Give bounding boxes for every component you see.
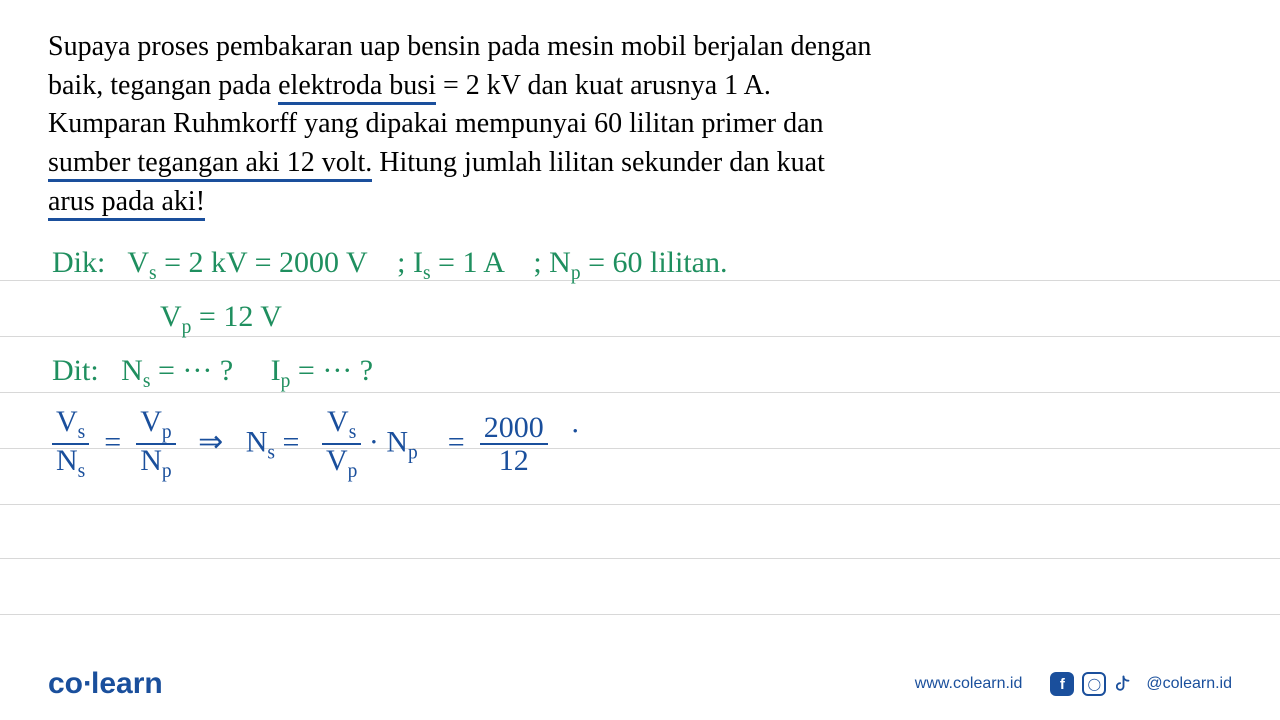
question-line2b: = 2 kV dan kuat arusnya 1 A. bbox=[436, 70, 771, 101]
dit-row: Dit: Ns = ··· ? Ip = ··· ? bbox=[52, 354, 373, 393]
question-line3: Kumparan Ruhmkorff yang dipakai mempunya… bbox=[48, 108, 824, 139]
frac-vs-ns: Vs Ns bbox=[52, 406, 89, 483]
ruled-line bbox=[0, 504, 1280, 505]
question-line4-underline: sumber tegangan aki 12 volt. bbox=[48, 147, 372, 182]
question-line2a: baik, tegangan pada bbox=[48, 70, 278, 101]
dik-vp-row: Vp = 12 V bbox=[160, 300, 282, 339]
dik-row: Dik: Vs = 2 kV = 2000 V ; Is = 1 A ; Np … bbox=[52, 246, 728, 285]
footer-right: www.colearn.id f ◯ @colearn.id bbox=[915, 672, 1232, 696]
dit-label: Dit: bbox=[52, 354, 99, 387]
logo: co·learn bbox=[48, 667, 163, 701]
footer: co·learn www.colearn.id f ◯ @colearn.id bbox=[0, 648, 1280, 720]
footer-url: www.colearn.id bbox=[915, 675, 1023, 693]
instagram-icon: ◯ bbox=[1082, 672, 1106, 696]
ruled-line bbox=[0, 558, 1280, 559]
question-line2-underline: elektroda busi bbox=[278, 70, 436, 105]
question-line1: Supaya proses pembakaran uap bensin pada… bbox=[48, 31, 871, 62]
question-line5-underline: arus pada aki! bbox=[48, 186, 205, 221]
frac-vs-vp: Vs Vp bbox=[322, 406, 361, 483]
dik-label: Dik: bbox=[52, 246, 105, 279]
facebook-icon: f bbox=[1050, 672, 1074, 696]
equation-row: Vs Ns = Vp Np ⇒ Ns = Vs Vp · Np = 2000 1… bbox=[52, 406, 580, 483]
tiktok-icon bbox=[1114, 672, 1138, 696]
question-block: Supaya proses pembakaran uap bensin pada… bbox=[0, 0, 1280, 221]
frac-2000-12: 2000 12 bbox=[480, 412, 548, 477]
frac-vp-np: Vp Np bbox=[136, 406, 175, 483]
footer-handle: @colearn.id bbox=[1146, 675, 1232, 693]
work-area: Dik: Vs = 2 kV = 2000 V ; Is = 1 A ; Np … bbox=[0, 248, 1280, 640]
ruled-line bbox=[0, 614, 1280, 615]
question-line4b: Hitung jumlah lilitan sekunder dan kuat bbox=[372, 147, 825, 178]
socials: f ◯ @colearn.id bbox=[1050, 672, 1232, 696]
